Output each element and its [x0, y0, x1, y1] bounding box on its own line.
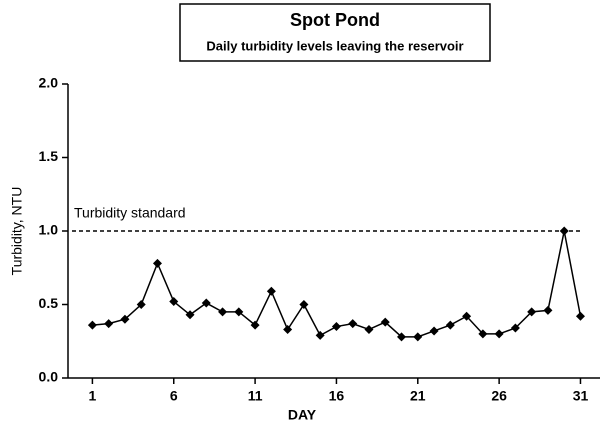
data-point [169, 297, 179, 307]
y-axis-label: Turbidity, NTU [9, 187, 25, 276]
y-tick-label: 1.0 [39, 222, 59, 238]
x-tick-label: 21 [410, 388, 426, 404]
data-point [185, 310, 195, 320]
y-tick-label: 0.5 [39, 295, 59, 311]
chart-title: Spot Pond [290, 10, 380, 30]
chart-subtitle: Daily turbidity levels leaving the reser… [206, 38, 463, 53]
data-point [266, 286, 276, 296]
x-tick-label: 1 [89, 388, 97, 404]
data-point [397, 332, 407, 342]
data-point [218, 307, 228, 317]
data-point [527, 307, 537, 317]
x-tick-label: 16 [329, 388, 345, 404]
data-point [429, 326, 439, 336]
data-point [478, 329, 488, 339]
data-point [380, 317, 390, 327]
x-tick-label: 11 [248, 388, 263, 404]
data-point [494, 329, 504, 339]
data-point [413, 332, 423, 342]
data-point [331, 322, 341, 332]
data-point [201, 298, 211, 308]
x-tick-label: 26 [491, 388, 507, 404]
data-point [559, 226, 569, 236]
data-point [136, 300, 146, 309]
data-point [120, 314, 130, 324]
data-point [104, 319, 114, 329]
data-point [152, 258, 162, 268]
y-tick-label: 1.5 [39, 148, 59, 164]
x-tick-label: 6 [170, 388, 178, 404]
data-point [348, 319, 358, 329]
data-point [364, 324, 374, 334]
data-point [575, 311, 585, 321]
data-point [299, 300, 309, 309]
data-point [87, 320, 97, 330]
data-point [315, 330, 325, 340]
x-axis-label: DAY [288, 407, 317, 423]
reference-label: Turbidity standard [74, 205, 186, 221]
series-line [92, 230, 582, 338]
data-point [510, 323, 520, 333]
title-box [179, 3, 491, 62]
data-point [543, 305, 553, 315]
data-point [234, 307, 244, 317]
data-point [250, 320, 260, 330]
x-tick-label: 31 [573, 388, 589, 404]
y-tick-label: 2.0 [39, 75, 59, 91]
data-point [445, 320, 455, 330]
data-point [283, 324, 293, 334]
data-point [462, 311, 472, 321]
y-tick-label: 0.0 [39, 369, 59, 385]
